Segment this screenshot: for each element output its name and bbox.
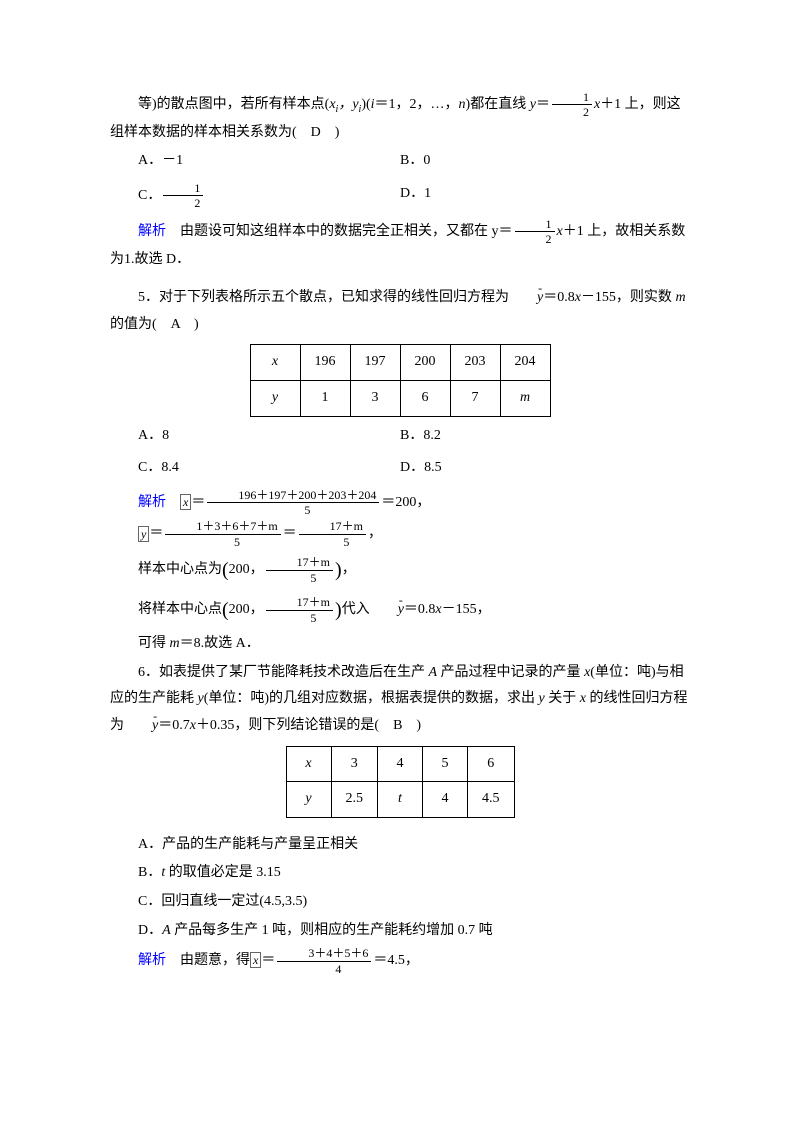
- q4-intro: 等)的散点图中，若所有样本点(: [138, 97, 329, 112]
- q5-conclusion: 可得 m＝8.故选 A．: [110, 631, 690, 658]
- q5-opt-d: D．8.5: [400, 455, 690, 482]
- q5-sub3: ＝0.8x－155，: [404, 602, 491, 617]
- q5-yhat: y: [509, 285, 543, 312]
- q4-analysis: 解析 由题设可知这组样本中的数据完全正相关，又都在 y＝12x＋1 上，故相关系…: [110, 217, 690, 273]
- q5-analysis-xbar: 解析 x＝196＋197＋200＋203＋2045＝200，: [110, 488, 690, 518]
- q6-row-x: x 3 4 5 6: [286, 746, 514, 782]
- q4-options-ab: A．－1 B．0: [110, 148, 690, 175]
- analysis-label: 解析: [138, 224, 166, 239]
- q6-opt-c: C．回归直线一定过(4.5,3.5): [110, 889, 690, 916]
- q4-opt-c: C．12: [110, 181, 400, 211]
- q5-options-cd: C．8.4 D．8.5: [110, 455, 690, 482]
- q6-stem2: ＝0.7x＋0.35，则下列结论错误的是( B ): [158, 718, 421, 733]
- q6-stem: 6．如表提供了某厂节能降耗技术改造后在生产 A 产品过程中记录的产量 x(单位：…: [110, 660, 690, 740]
- q6-opt-a: A．产品的生产能耗与产量呈正相关: [110, 832, 690, 859]
- q5-opt-c: C．8.4: [110, 455, 400, 482]
- q5-opt-a: A．8: [110, 423, 400, 450]
- q4-opt-d: D．1: [400, 181, 690, 211]
- q5-row-y: y 1 3 6 7 m: [250, 380, 550, 416]
- q4-ana-frac: 12: [515, 217, 555, 247]
- q5-row-x: x 196 197 200 203 204: [250, 345, 550, 381]
- q6-analysis: 解析 由题意，得x＝3＋4＋5＋64＝4.5，: [110, 946, 690, 976]
- q5-table: x 196 197 200 203 204 y 1 3 6 7 m: [250, 344, 551, 416]
- q6-opt-d: D．A 产品每多生产 1 吨，则相应的生产能耗约增加 0.7 吨: [110, 918, 690, 945]
- analysis-label: 解析: [138, 953, 166, 968]
- q5-stem: 5．对于下列表格所示五个散点，已知求得的线性回归方程为y＝0.8x－155，则实…: [110, 285, 690, 338]
- q4-intro2: )(i＝1，2，…，n)都在直线 y＝: [361, 97, 550, 112]
- q4-frac: 12: [552, 90, 592, 120]
- q4-opt-a: A．－1: [110, 148, 400, 175]
- q6-table: x 3 4 5 6 y 2.5 t 4 4.5: [286, 746, 515, 818]
- q5-conclusion-text: 可得 m＝8.故选 A．: [138, 636, 260, 651]
- q6-opt-b: B．t 的取值必定是 3.15: [110, 860, 690, 887]
- q4-point: xi，yi: [329, 97, 361, 112]
- q4-stem: 等)的散点图中，若所有样本点(xi，yi)(i＝1，2，…，n)都在直线 y＝1…: [110, 90, 690, 146]
- q6-yhat: y: [124, 713, 158, 740]
- q4-opt-b: B．0: [400, 148, 690, 175]
- q5-opt-b: B．8.2: [400, 423, 690, 450]
- q4-options-cd: C．12 D．1: [110, 181, 690, 211]
- q6-row-y: y 2.5 t 4 4.5: [286, 782, 514, 818]
- q5-options-ab: A．8 B．8.2: [110, 423, 690, 450]
- q5-analysis-ybar: y＝1＋3＋6＋7＋m5＝17＋m5，: [110, 519, 690, 549]
- q5-center: 样本中心点为(200，17＋m5)，: [110, 551, 690, 589]
- analysis-label: 解析: [138, 495, 166, 510]
- q5-substitute: 将样本中心点(200，17＋m5)代入y＝0.8x－155，: [110, 591, 690, 629]
